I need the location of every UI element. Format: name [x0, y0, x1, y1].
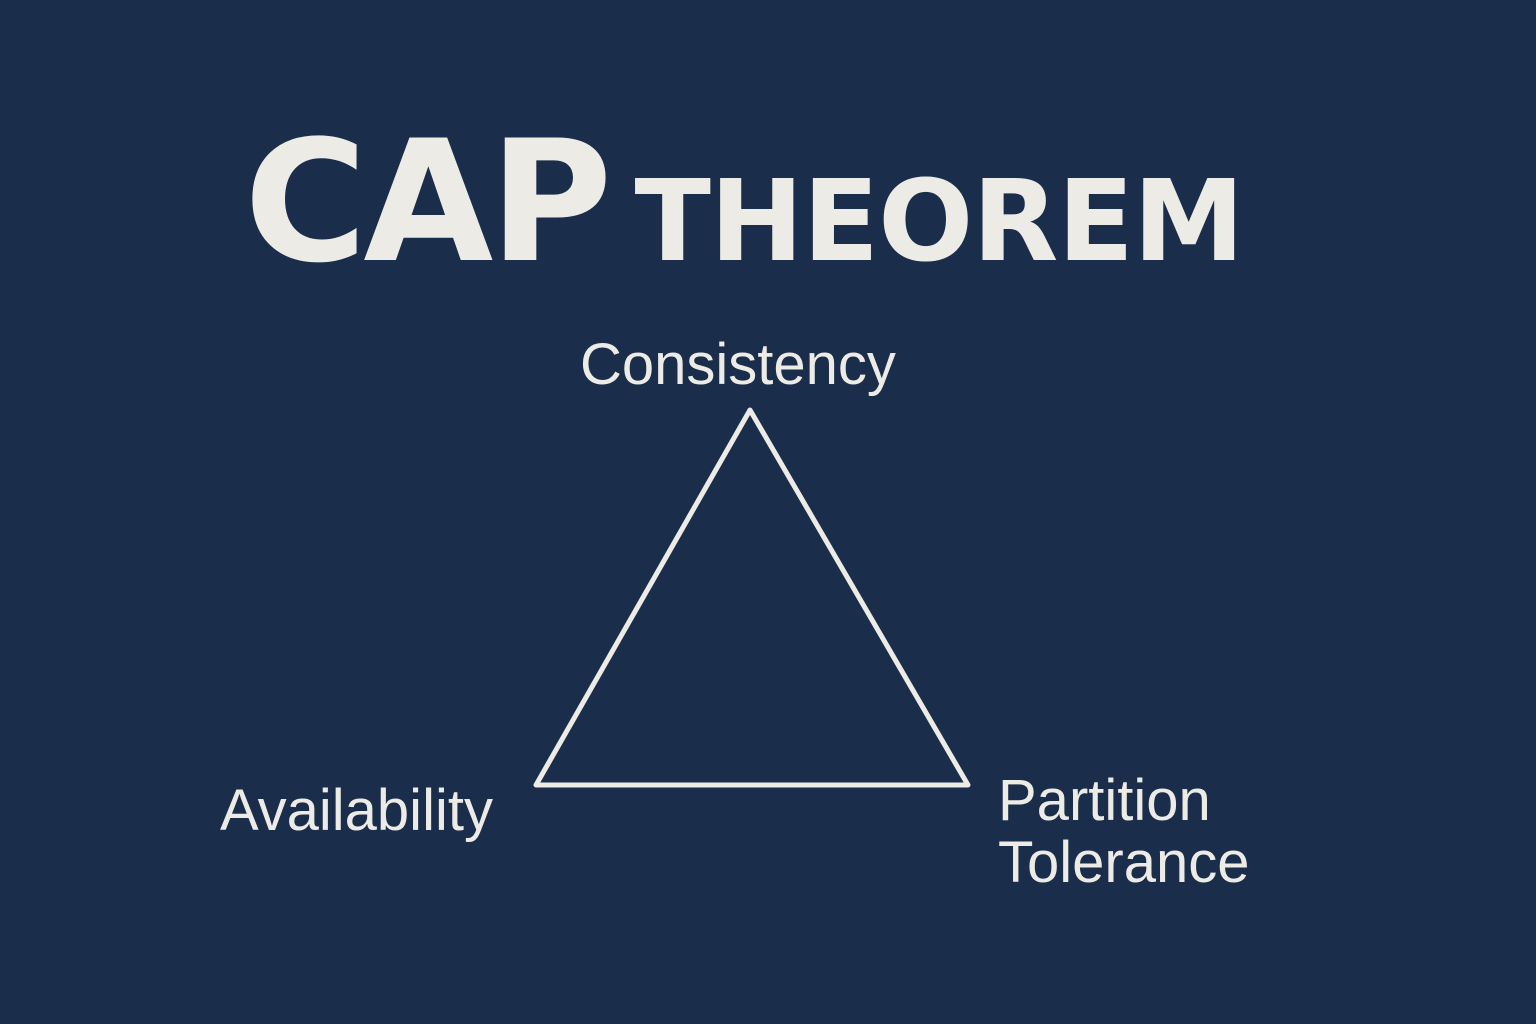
partition-line1: Partition: [998, 768, 1211, 833]
triangle-outline: [533, 407, 971, 788]
page-title: CAP THEOREM: [244, 118, 1245, 287]
title-sub: THEOREM: [634, 157, 1244, 287]
partition-line2: Tolerance: [998, 830, 1250, 895]
vertex-label-partition-tolerance: Partition Tolerance: [998, 770, 1249, 894]
title-main: CAP: [244, 104, 612, 300]
vertex-label-consistency: Consistency: [580, 332, 896, 397]
vertex-label-availability: Availability: [220, 778, 493, 843]
